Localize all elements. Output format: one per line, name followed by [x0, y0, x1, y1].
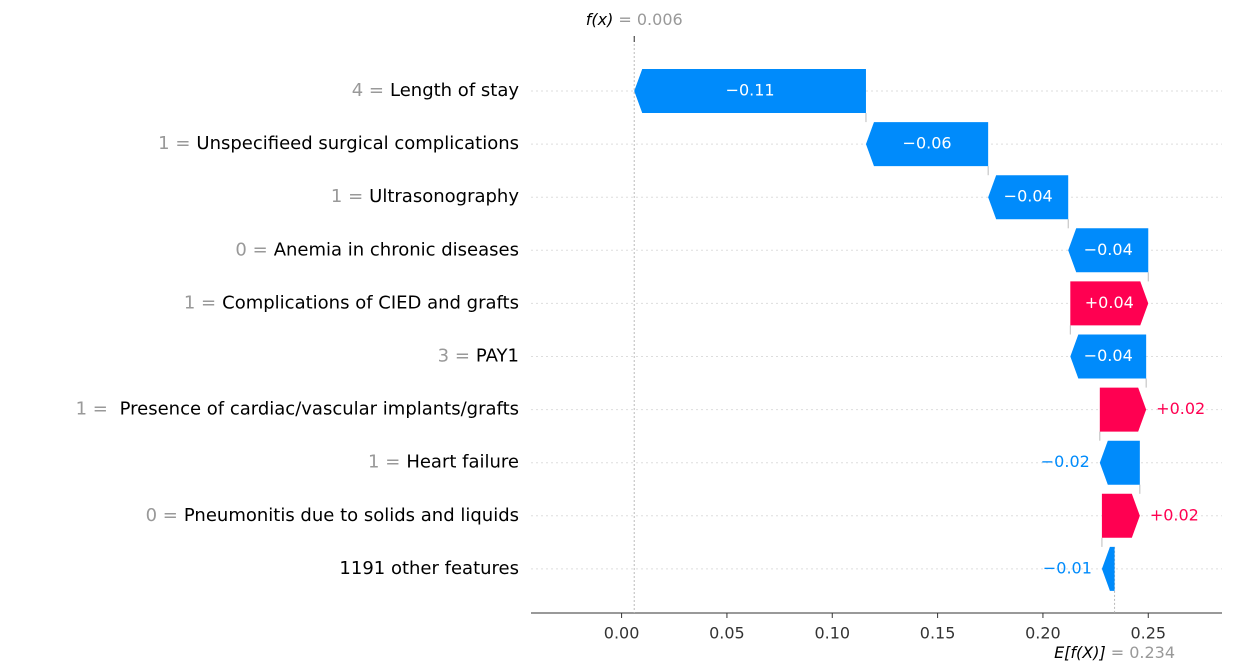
- feature-value: 0 =: [146, 505, 178, 526]
- bar-label: −0.01: [1043, 558, 1092, 577]
- output-name: f(x): [586, 10, 614, 29]
- base-label: E[f(X)] = 0.234: [1054, 643, 1175, 662]
- feature-value: 1 =: [184, 292, 216, 313]
- output-value: = 0.006: [618, 10, 682, 29]
- feature-name: Pneumonitis due to solids and liquids: [184, 505, 519, 526]
- output-label: f(x) = 0.006: [586, 10, 683, 29]
- feature-value: 0 =: [235, 239, 267, 260]
- feature-label: 1 = Heart failure: [368, 452, 519, 473]
- base-name: E[f(X)]: [1054, 643, 1106, 662]
- bar-label: +0.04: [1085, 293, 1134, 312]
- feature-label: 1 = Unspecifieed surgical complications: [158, 133, 519, 154]
- feature-label: 1 = Complications of CIED and grafts: [184, 292, 519, 313]
- bar-label: +0.02: [1150, 505, 1199, 524]
- bar: [1070, 334, 1147, 379]
- feature-name: Heart failure: [406, 452, 519, 473]
- bar-label: −0.06: [903, 134, 952, 153]
- bar: [1099, 440, 1140, 485]
- feature-name: Complications of CIED and grafts: [222, 292, 519, 313]
- feature-label: 3 = PAY1: [438, 346, 519, 367]
- feature-value: 1 =: [76, 399, 108, 420]
- x-tick-label: 0.15: [920, 624, 956, 643]
- feature-name: 1191 other features: [339, 558, 519, 579]
- bar-label: −0.02: [1041, 452, 1090, 471]
- bar: [1068, 228, 1149, 273]
- feature-value: 3 =: [438, 346, 470, 367]
- feature-label: 1191 other features: [339, 558, 519, 579]
- bar: [865, 122, 989, 167]
- bar-label: −0.04: [1084, 240, 1133, 259]
- bar-label: −0.04: [1084, 346, 1133, 365]
- x-tick-label: 0.00: [604, 624, 640, 643]
- feature-name: PAY1: [476, 346, 519, 367]
- bar-label: −0.11: [726, 81, 775, 100]
- feature-label: 1 = Presence of cardiac/vascular implant…: [76, 399, 519, 420]
- feature-name: Anemia in chronic diseases: [274, 239, 519, 260]
- feature-name: Ultrasonography: [369, 186, 519, 207]
- bar: [634, 69, 866, 113]
- feature-value: 1 =: [331, 186, 363, 207]
- feature-name: Length of stay: [390, 80, 519, 101]
- x-tick-label: 0.10: [814, 624, 850, 643]
- x-tick-label: 0.20: [1025, 624, 1061, 643]
- x-tick-label: 0.05: [709, 624, 745, 643]
- bar: [1101, 493, 1140, 538]
- x-tick-label: 0.25: [1130, 624, 1166, 643]
- bar: [988, 175, 1069, 220]
- bar: [1101, 546, 1115, 591]
- feature-label: 1 = Ultrasonography: [331, 186, 519, 207]
- feature-label: 0 = Pneumonitis due to solids and liquids: [146, 505, 519, 526]
- base-value: = 0.234: [1111, 643, 1175, 662]
- bar: [1099, 387, 1147, 432]
- feature-value: 4 =: [352, 80, 384, 101]
- feature-name: Unspecifieed surgical complications: [196, 133, 519, 154]
- feature-label: 0 = Anemia in chronic diseases: [235, 239, 519, 260]
- feature-label: 4 = Length of stay: [352, 80, 520, 101]
- bar-label: +0.02: [1156, 399, 1205, 418]
- feature-name: Presence of cardiac/vascular implants/gr…: [114, 399, 519, 420]
- feature-value: 1 =: [158, 133, 190, 154]
- feature-value: 1 =: [368, 452, 400, 473]
- bar: [1070, 281, 1149, 326]
- bar-label: −0.04: [1004, 187, 1053, 206]
